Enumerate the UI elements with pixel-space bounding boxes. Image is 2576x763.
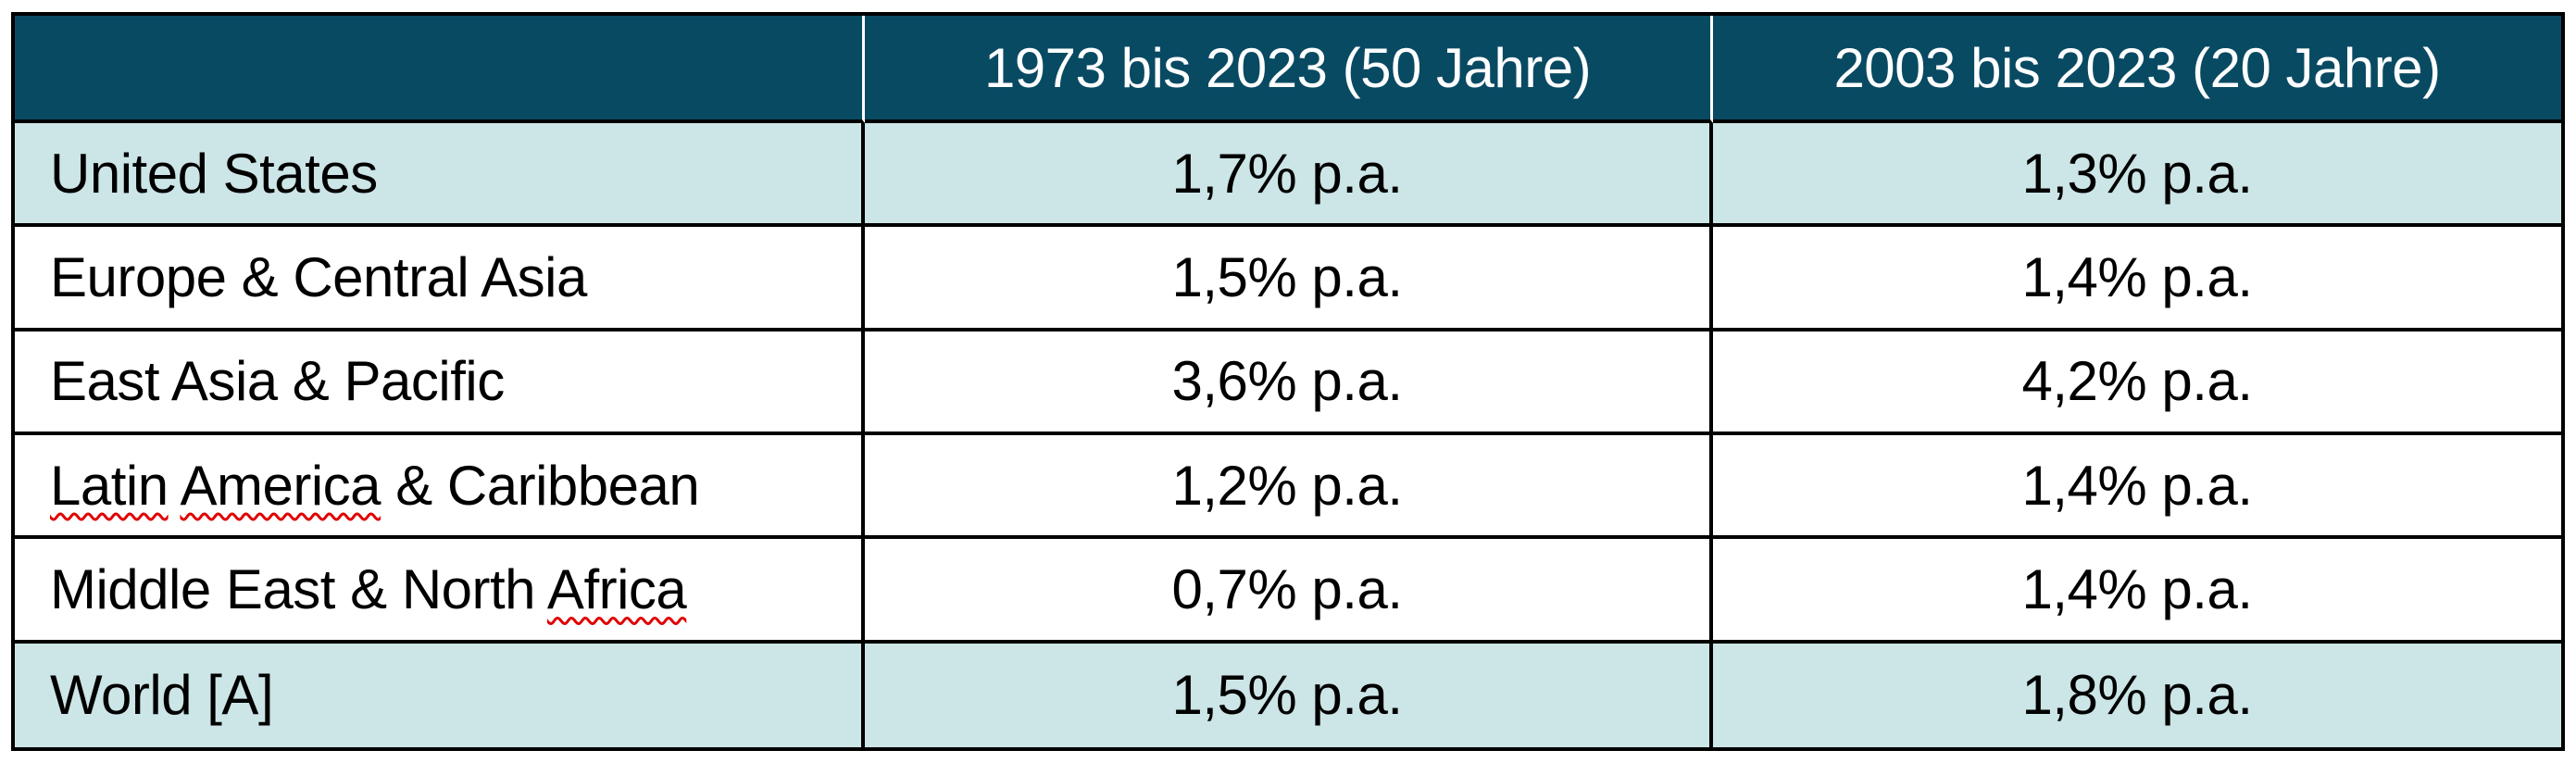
table-row: East Asia & Pacific 3,6% p.a. 4,2% p.a. xyxy=(15,331,2561,435)
region-cell: United States xyxy=(15,123,865,228)
value-1973-2023-cell: 1,5% p.a. xyxy=(865,643,1713,747)
region-text: East Asia & Pacific xyxy=(50,350,505,413)
table-body: United States 1,7% p.a. 1,3% p.a. Europe & … xyxy=(15,123,2561,747)
regional-growth-table: 1973 bis 2023 (50 Jahre) 2003 bis 2023 (… xyxy=(11,12,2565,751)
table-row: Middle East & North Africa 0,7% p.a. 1,4% … xyxy=(15,539,2561,644)
region-cell: Latin America & Caribbean xyxy=(15,434,865,540)
value-2003-2023-cell: 1,4% p.a. xyxy=(1713,434,2561,540)
region-text-misspelled: Africa xyxy=(546,557,687,620)
region-cell: Europe & Central Asia xyxy=(15,227,865,331)
region-text-misspelled: Latin xyxy=(50,454,169,517)
value-2003-2023-cell: 1,3% p.a. xyxy=(1713,123,2561,228)
value-1973-2023-cell: 1,7% p.a. xyxy=(865,123,1713,228)
region-cell: East Asia & Pacific xyxy=(15,331,865,435)
value-1973-2023-cell: 1,5% p.a. xyxy=(865,227,1713,331)
region-text: World [A] xyxy=(50,664,274,727)
value-1973-2023-cell: 1,2% p.a. xyxy=(865,434,1713,540)
region-text-misspelled: America xyxy=(180,454,381,517)
header-row: 1973 bis 2023 (50 Jahre) 2003 bis 2023 (… xyxy=(15,16,2561,123)
region-text: United States xyxy=(50,142,378,205)
value-2003-2023-cell: 1,4% p.a. xyxy=(1713,539,2561,644)
header-region-empty-cell xyxy=(15,16,865,123)
table-row: Latin America & Caribbean 1,2% p.a. 1,4% p… xyxy=(15,434,2561,540)
header-period-50-years: 1973 bis 2023 (50 Jahre) xyxy=(865,16,1713,123)
region-text xyxy=(169,455,181,517)
value-2003-2023-cell: 4,2% p.a. xyxy=(1713,331,2561,435)
table-header: 1973 bis 2023 (50 Jahre) 2003 bis 2023 (… xyxy=(15,16,2561,123)
region-cell: World [A] xyxy=(15,643,865,747)
value-1973-2023-cell: 0,7% p.a. xyxy=(865,539,1713,644)
value-2003-2023-cell: 1,8% p.a. xyxy=(1713,643,2561,747)
data-table: 1973 bis 2023 (50 Jahre) 2003 bis 2023 (… xyxy=(15,16,2561,747)
value-1973-2023-cell: 3,6% p.a. xyxy=(865,331,1713,435)
region-cell: Middle East & North Africa xyxy=(15,539,865,644)
region-text: Europe & Central Asia xyxy=(50,245,587,308)
region-text: Middle East & North xyxy=(50,557,547,620)
table-row: Europe & Central Asia 1,5% p.a. 1,4% p.a. xyxy=(15,227,2561,331)
region-text: & Caribbean xyxy=(381,454,700,517)
header-period-20-years: 2003 bis 2023 (20 Jahre) xyxy=(1713,16,2561,123)
table-row: United States 1,7% p.a. 1,3% p.a. xyxy=(15,123,2561,228)
table-row: World [A] 1,5% p.a. 1,8% p.a. xyxy=(15,643,2561,747)
value-2003-2023-cell: 1,4% p.a. xyxy=(1713,227,2561,331)
